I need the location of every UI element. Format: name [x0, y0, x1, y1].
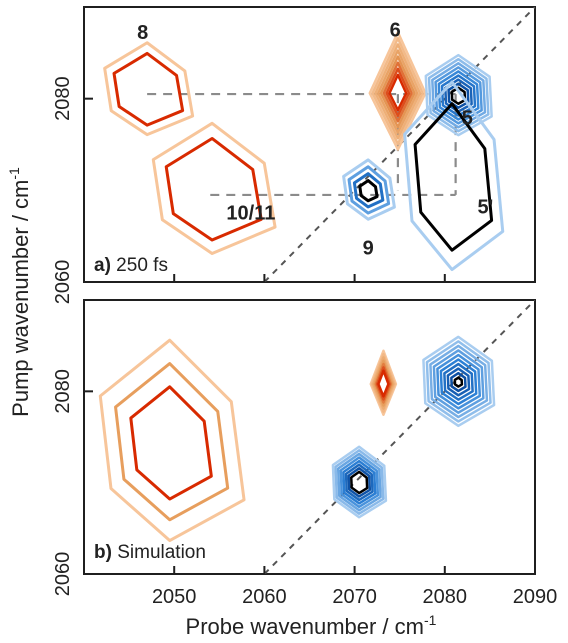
top-annotation-5: 9 [363, 238, 374, 260]
bottom-peak-simulated-blue-diagonal-level-7 [350, 470, 369, 495]
top-peak-8-level-0 [103, 41, 195, 137]
top-peak-9-level-0 [342, 158, 396, 221]
top-peak-5-level-2 [431, 62, 487, 129]
x-tick-label-3: 2080 [423, 586, 468, 608]
top-peak-9-level-1 [347, 165, 391, 215]
bottom-peak-simulated-orange-diamond-level-6 [377, 369, 390, 398]
x-tick-label-4: 2090 [513, 586, 558, 608]
top-peak-5-level-1 [427, 57, 490, 133]
top-panel-label-text: 250 fs [111, 255, 168, 276]
top-peak-6-level-6 [385, 67, 411, 117]
top-peak-10-11-level-0 [151, 121, 277, 256]
top-y-tick-label-0: 2060 [52, 260, 74, 305]
bottom-panel-label-text: Simulation [112, 542, 206, 563]
bottom-peak-simulated-lower-left-level-1 [114, 362, 230, 522]
top-peak-8-level-1 [112, 51, 185, 127]
top-peak-6-level-3 [376, 49, 419, 134]
top-annotation-0: 8 [137, 22, 148, 44]
top-peak-5-level-5 [440, 74, 477, 117]
x-axis-label: Probe wavenumber / cm-1 [186, 612, 437, 639]
bottom-peak-simulated-blue-hex-level-1 [425, 340, 492, 423]
bottom-peak-simulated-blue-hex-level-6 [443, 362, 474, 401]
bottom-peak-simulated-blue-hex-level-5 [439, 358, 478, 406]
y-axis-label: Pump wavenumber / cm-1 [6, 167, 33, 417]
bottom-peak-simulated-blue-diagonal-level-0 [331, 445, 388, 519]
top-peak-9-level-3 [358, 179, 379, 203]
top-peak-6-level-5 [382, 61, 413, 123]
y-axis-label-superscript: -1 [6, 167, 22, 180]
bottom-y-tick-label-0: 2060 [52, 552, 74, 597]
top-plot-layer: 8 6 5 10/11 5' 9 [103, 7, 535, 282]
top-peak-6-level-7 [388, 73, 408, 112]
top-annotation-2: 5 [462, 107, 473, 129]
bottom-peak-simulated-blue-diagonal-level-5 [344, 463, 374, 502]
x-tick-label-1: 2060 [242, 586, 287, 608]
bottom-peak-simulated-blue-hex-level-3 [432, 349, 485, 414]
bottom-peak-simulated-blue-hex-level-4 [436, 353, 482, 410]
top-peak-5--level-1 [413, 102, 494, 252]
bottom-peak-simulated-lower-left-level-2 [129, 385, 213, 501]
x-tick-label-0: 2050 [152, 586, 197, 608]
bottom-peak-simulated-blue-hex-level-9 [453, 376, 464, 388]
bottom-peak-simulated-lower-left-level-0 [98, 338, 246, 543]
top-peak-5--level-0 [403, 80, 505, 272]
bottom-peak-simulated-blue-diagonal-level-2 [336, 452, 382, 512]
top-peak-6-level-0 [368, 30, 427, 151]
top-peak-5-level-4 [437, 70, 480, 121]
top-annotation-3: 10/11 [226, 203, 275, 225]
bottom-peak-simulated-blue-hex-level-7 [446, 367, 471, 397]
top-panel: 8 6 5 10/11 5' 9 a) 250 fs [83, 6, 536, 283]
bottom-panel: b) Simulation [83, 299, 536, 575]
bottom-peak-simulated-blue-diagonal-level-3 [339, 456, 380, 509]
y-axis-label-main: Pump wavenumber / cm [8, 180, 33, 417]
top-annotation-1: 6 [390, 19, 401, 41]
bottom-plot-layer [98, 300, 535, 574]
bottom-peak-simulated-blue-diagonal-level-6 [347, 467, 372, 498]
top-y-tick-label-1: 2080 [52, 76, 74, 121]
bottom-peak-simulated-blue-hex-level-8 [450, 371, 467, 393]
bottom-panel-label: b) Simulation [94, 542, 206, 563]
bottom-peak-simulated-blue-hex-level-0 [422, 335, 496, 428]
top-panel-frame [83, 6, 536, 283]
bottom-peak-simulated-blue-hex-level-2 [429, 344, 489, 419]
x-axis-label-main: Probe wavenumber / cm [186, 614, 424, 639]
bottom-peak-simulated-blue-diagonal-level-1 [334, 449, 385, 515]
bottom-y-tick-label-1: 2080 [52, 369, 74, 414]
x-axis-label-superscript: -1 [424, 612, 437, 628]
top-peak-6-level-2 [374, 43, 422, 140]
bottom-diagonal-line [263, 300, 535, 574]
bottom-panel-frame [83, 299, 536, 575]
x-tick-label-2: 2070 [332, 586, 377, 608]
top-peak-5-level-7 [447, 82, 470, 109]
top-peak-9-level-2 [352, 172, 385, 209]
top-peak-5-level-3 [434, 66, 483, 125]
top-panel-label-letter: a) [94, 255, 111, 276]
bottom-panel-label-letter: b) [94, 542, 112, 563]
axis-layer: 2060 2080 2060 2080 2050 2060 2070 2080 2090 [52, 76, 557, 608]
top-peak-10-11-level-1 [164, 136, 263, 242]
bottom-peak-simulated-blue-diagonal-level-4 [342, 459, 377, 505]
top-peak-6-level-1 [371, 37, 424, 146]
top-panel-label: a) 250 fs [94, 255, 168, 276]
top-peak-6-level-4 [379, 55, 416, 129]
top-peak-5-level-8 [450, 86, 467, 106]
top-annotation-4: 5' [477, 196, 493, 218]
top-peak-5-level-0 [424, 53, 493, 137]
